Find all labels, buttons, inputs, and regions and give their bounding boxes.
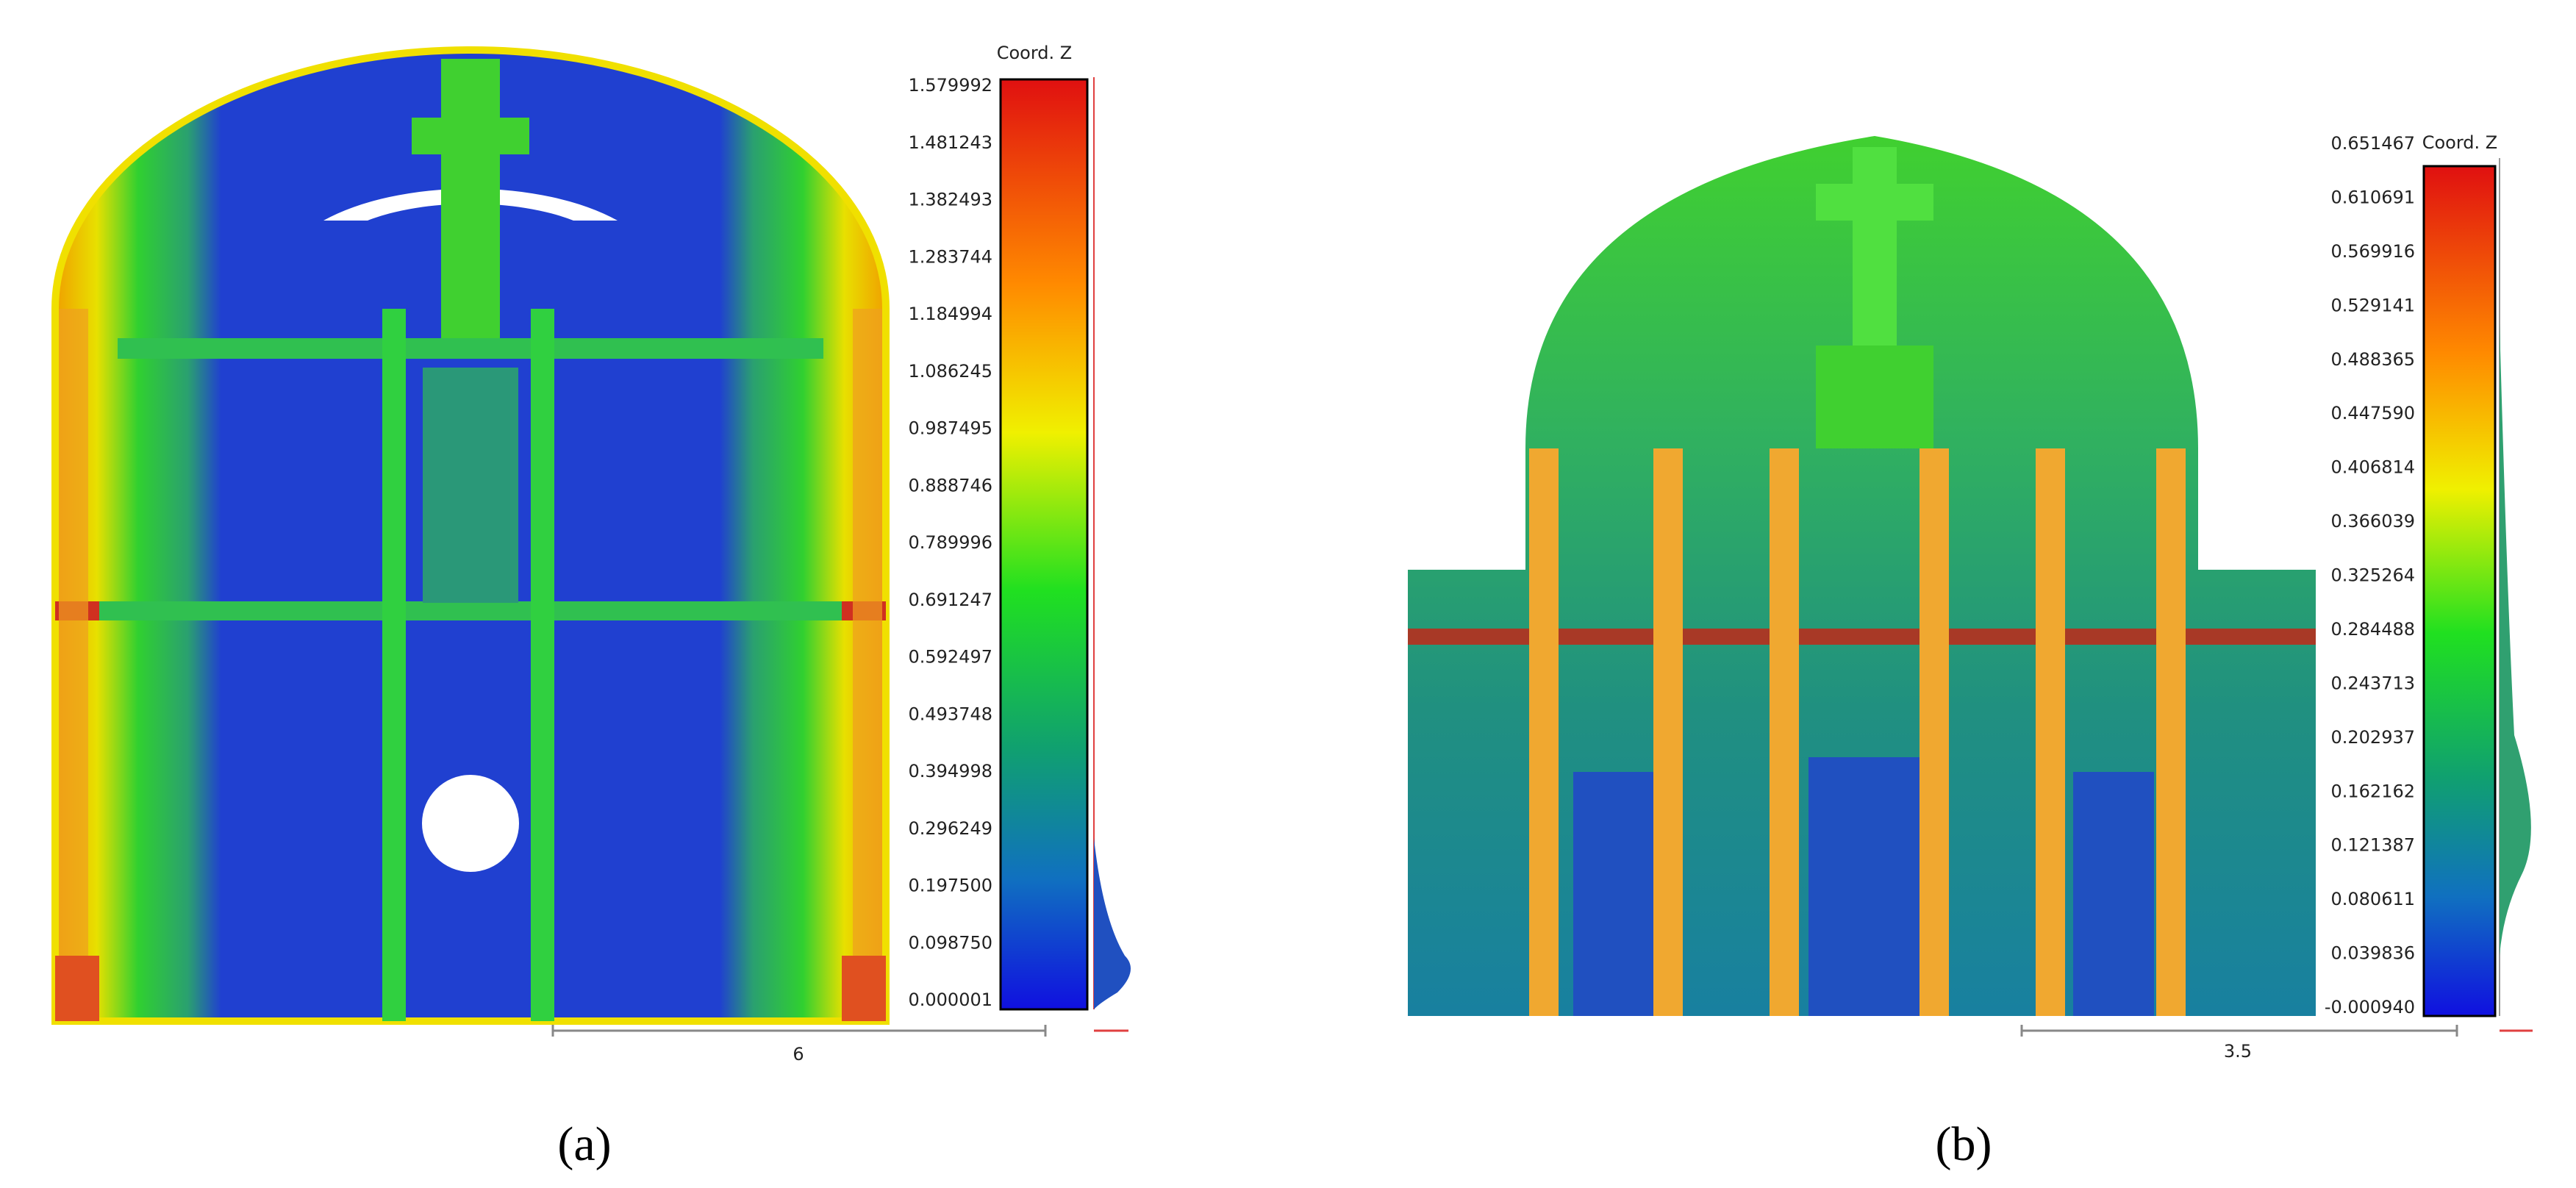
colorbar-b [2422, 165, 2497, 1017]
colorbar-tick-label: 0.529141 [2330, 295, 2415, 315]
colorbar-tick-label: 0.080611 [2330, 889, 2415, 909]
caption: (b) [1936, 1117, 1992, 1171]
colorbar-tick-label: 0.488365 [2330, 349, 2415, 370]
colorbar-tick-label: 0.447590 [2330, 403, 2415, 423]
colorbar-tick-label: 0.610691 [2330, 187, 2415, 207]
colorbar-tick-label: 0.162162 [2330, 781, 2415, 801]
colorbar-a [999, 78, 1089, 1011]
colorbar-tick-label: 0.406814 [2330, 457, 2415, 478]
colorbar-tick-label: 0.493748 [908, 704, 992, 724]
colorbar-tick-label: 0.592497 [908, 647, 992, 668]
colorbar-tick-label: 0.325264 [2330, 565, 2415, 586]
colorbar-tick-label: 0.987495 [908, 418, 992, 439]
colorbar-tick-label: 0.284488 [2330, 619, 2415, 640]
colorbar-tick-label: 1.184994 [908, 304, 992, 324]
colorbar-tick-label: 0.243713 [2330, 673, 2415, 693]
colorbar-tick-label: 1.283744 [908, 246, 992, 267]
colorbar-tick-label: 0.651467 [2330, 133, 2415, 154]
colorbar-tick-label: 0.202937 [2330, 727, 2415, 748]
colorbar-tick-label: 0.000001 [908, 990, 992, 1010]
colorbar-tick-label: 0.197500 [908, 876, 992, 896]
histogram-a [1094, 838, 1131, 1009]
colorbar-tick-label: 0.366039 [2330, 511, 2415, 532]
colorbar-tick-label: 0.394998 [908, 761, 992, 781]
point-cloud-a [51, 46, 890, 1025]
point-cloud-b [1408, 136, 2316, 1016]
colorbar-title: Coord. Z [997, 43, 1073, 63]
colorbar-tick-label: 1.481243 [908, 132, 992, 153]
histogram-b [2500, 323, 2531, 956]
colorbar-tick-label: 1.382493 [908, 190, 992, 210]
colorbar-tick-label: 0.888746 [908, 475, 992, 495]
colorbar-tick-label: 0.296249 [908, 818, 992, 839]
colorbar-tick-label: 0.691247 [908, 590, 992, 610]
colorbar-tick-label: 0.121387 [2330, 835, 2415, 856]
scale-label: 6 [793, 1044, 804, 1064]
colorbar-title: Coord. Z [2422, 132, 2498, 153]
colorbar-tick-label: -0.000940 [2325, 997, 2415, 1017]
colorbar-tick-label: 1.579992 [908, 75, 992, 96]
colorbar-tick-label: 0.789996 [908, 532, 992, 553]
colorbar-tick-label: 0.098750 [908, 932, 992, 953]
scale-label: 3.5 [2224, 1041, 2252, 1062]
colorbar-tick-label: 0.039836 [2330, 943, 2415, 964]
caption: (a) [557, 1117, 611, 1171]
colorbar-tick-label: 1.086245 [908, 361, 992, 382]
colorbar-tick-label: 0.569916 [2330, 241, 2415, 262]
